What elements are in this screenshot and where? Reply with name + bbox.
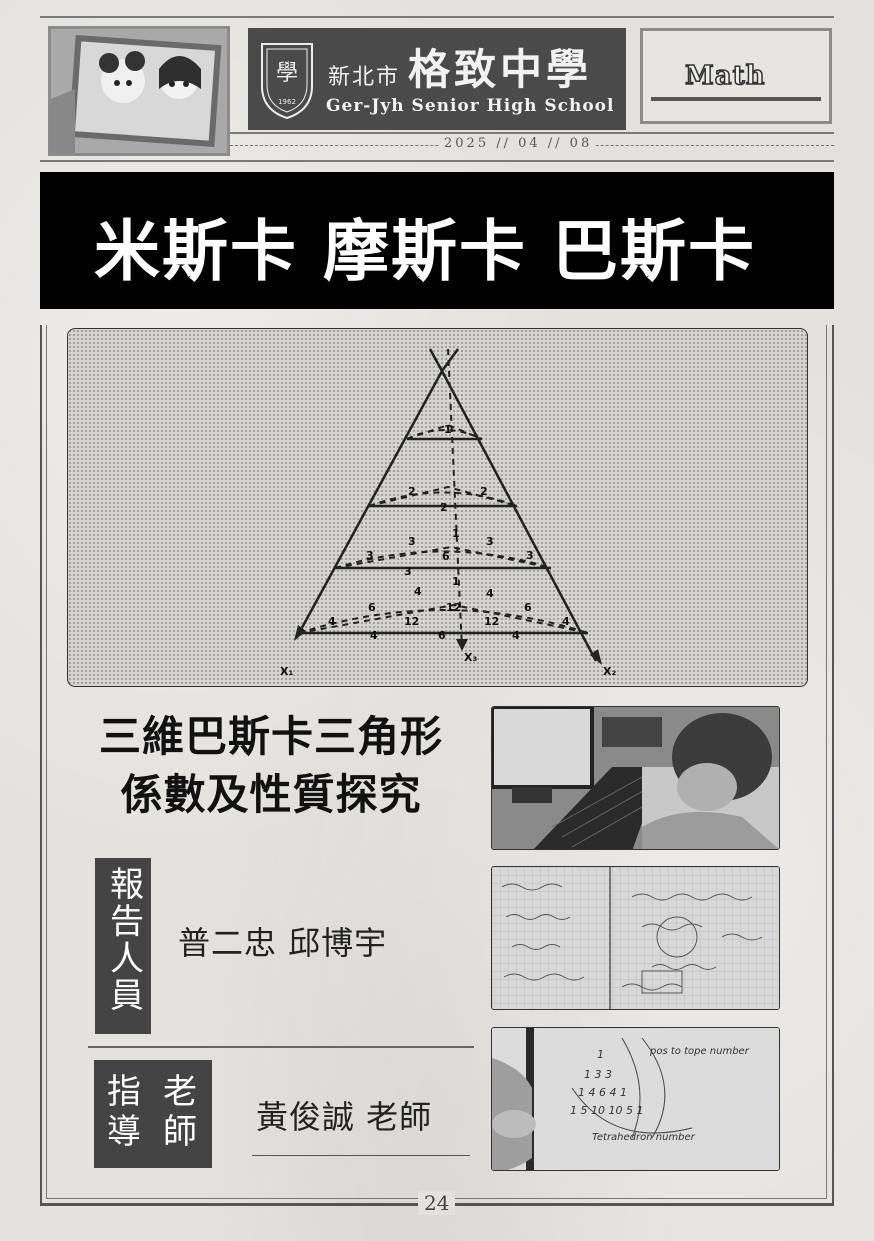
axis-label-x1: X₁ xyxy=(280,665,293,678)
layer-number: 6 xyxy=(368,601,376,614)
layer-number: 4 xyxy=(512,629,520,642)
subtitle-line-2: 係數及性質探究 xyxy=(120,770,422,819)
header-rule xyxy=(230,132,834,134)
advisor-underline xyxy=(252,1155,470,1156)
layer-number: 4 xyxy=(328,615,336,628)
layer-number: 12 xyxy=(404,615,419,628)
issue-date: 2025 // 04 // 08 xyxy=(440,136,597,151)
layer-number: 4 xyxy=(414,585,422,598)
pyramid-diagram: X₁ X₃ X₂ 1 2 2 2 3 3 6 3 3 3 4 6 12 4 6 … xyxy=(280,348,616,678)
advisor-name: 黃俊誠 老師 xyxy=(256,1098,433,1136)
frame-right-inner xyxy=(826,325,827,1199)
top-rule xyxy=(40,16,834,18)
svg-text:1: 1 xyxy=(597,1048,604,1061)
reporter-label-block: 報告人員 xyxy=(95,858,151,1034)
pascal-pyramid-figure: X₁ X₃ X₂ 1 2 2 2 3 3 6 3 3 3 4 6 12 4 6 … xyxy=(67,328,808,687)
subject-underline xyxy=(651,97,821,101)
svg-text:學: 學 xyxy=(276,61,298,86)
subject-label: Math xyxy=(684,60,766,92)
svg-text:1 3 3: 1 3 3 xyxy=(584,1068,612,1081)
axis-label-x2: X₂ xyxy=(603,665,616,678)
svg-text:1 5 10 10 5 1: 1 5 10 10 5 1 xyxy=(570,1104,643,1117)
layer-number: 3 xyxy=(366,549,374,562)
reporter-label: 報告人員 xyxy=(103,866,144,1014)
article-subtitle: 三維巴斯卡三角形 係數及性質探究 xyxy=(76,708,466,824)
advisor-label-col2: 老師 xyxy=(163,1072,197,1152)
layer-number: 3 xyxy=(526,549,534,562)
layer-number: 4 xyxy=(370,629,378,642)
page-title: 米斯卡 摩斯卡 巴斯卡 xyxy=(94,213,756,290)
layer-number: 1 xyxy=(444,423,452,436)
school-english-name: Ger-Jyh Senior High School xyxy=(326,96,615,116)
subtitle-line-1: 三維巴斯卡三角形 xyxy=(98,712,443,761)
photo-tetrahedron-sketch: 1 1 3 3 1 4 6 4 1 1 5 10 10 5 1 pos to t… xyxy=(491,1027,780,1171)
frame-right-outer xyxy=(832,325,834,1205)
layer-number: 4 xyxy=(486,587,494,600)
frame-left-inner xyxy=(46,325,47,1199)
advisor-label-block: 指導 老師 xyxy=(94,1060,212,1168)
axis-label-x3: X₃ xyxy=(464,651,477,664)
frame-left-outer xyxy=(40,325,42,1205)
school-city: 新北市 xyxy=(328,65,401,90)
reporter-names: 普二忠 邱博宇 xyxy=(178,924,388,962)
photo-students-computer xyxy=(491,706,780,850)
layer-number: 6 xyxy=(442,550,450,563)
layer-number: 4 xyxy=(562,615,570,628)
page-number: 24 xyxy=(418,1191,456,1215)
subject-box: Math xyxy=(640,28,832,124)
school-logo: 學 1962 新北市 格致中學 Ger-Jyh Senior High Schoo… xyxy=(248,28,626,130)
layer-number: 2 xyxy=(408,485,416,498)
title-bar: 米斯卡 摩斯卡 巴斯卡 xyxy=(40,172,834,309)
school-name: 格致中學 xyxy=(408,45,593,94)
layer-number: 3 xyxy=(408,535,416,548)
layer-number: 3 xyxy=(486,535,494,548)
header-photo xyxy=(48,26,230,156)
layer-number: 12 xyxy=(484,615,499,628)
photo-handwritten-notes xyxy=(491,866,780,1010)
svg-text:1962: 1962 xyxy=(278,98,296,106)
layer-number: 6 xyxy=(524,601,532,614)
svg-text:1 4 6 4 1: 1 4 6 4 1 xyxy=(578,1086,627,1099)
advisor-label-col1: 指導 xyxy=(107,1072,141,1152)
layer-number: 12 xyxy=(446,601,461,614)
layer-number: 1 xyxy=(452,575,460,588)
section-divider xyxy=(88,1046,474,1048)
layer-number: 6 xyxy=(438,629,446,642)
layer-number: 2 xyxy=(440,501,448,514)
note-text-2: Tetrahedron number xyxy=(592,1132,696,1143)
layer-number: 1 xyxy=(452,527,460,540)
school-seal-icon: 學 1962 xyxy=(261,43,313,120)
layer-number: 2 xyxy=(480,485,488,498)
header-bottom-rule xyxy=(40,160,834,162)
note-text-1: pos to tope number xyxy=(649,1046,750,1057)
layer-number: 3 xyxy=(404,565,412,578)
